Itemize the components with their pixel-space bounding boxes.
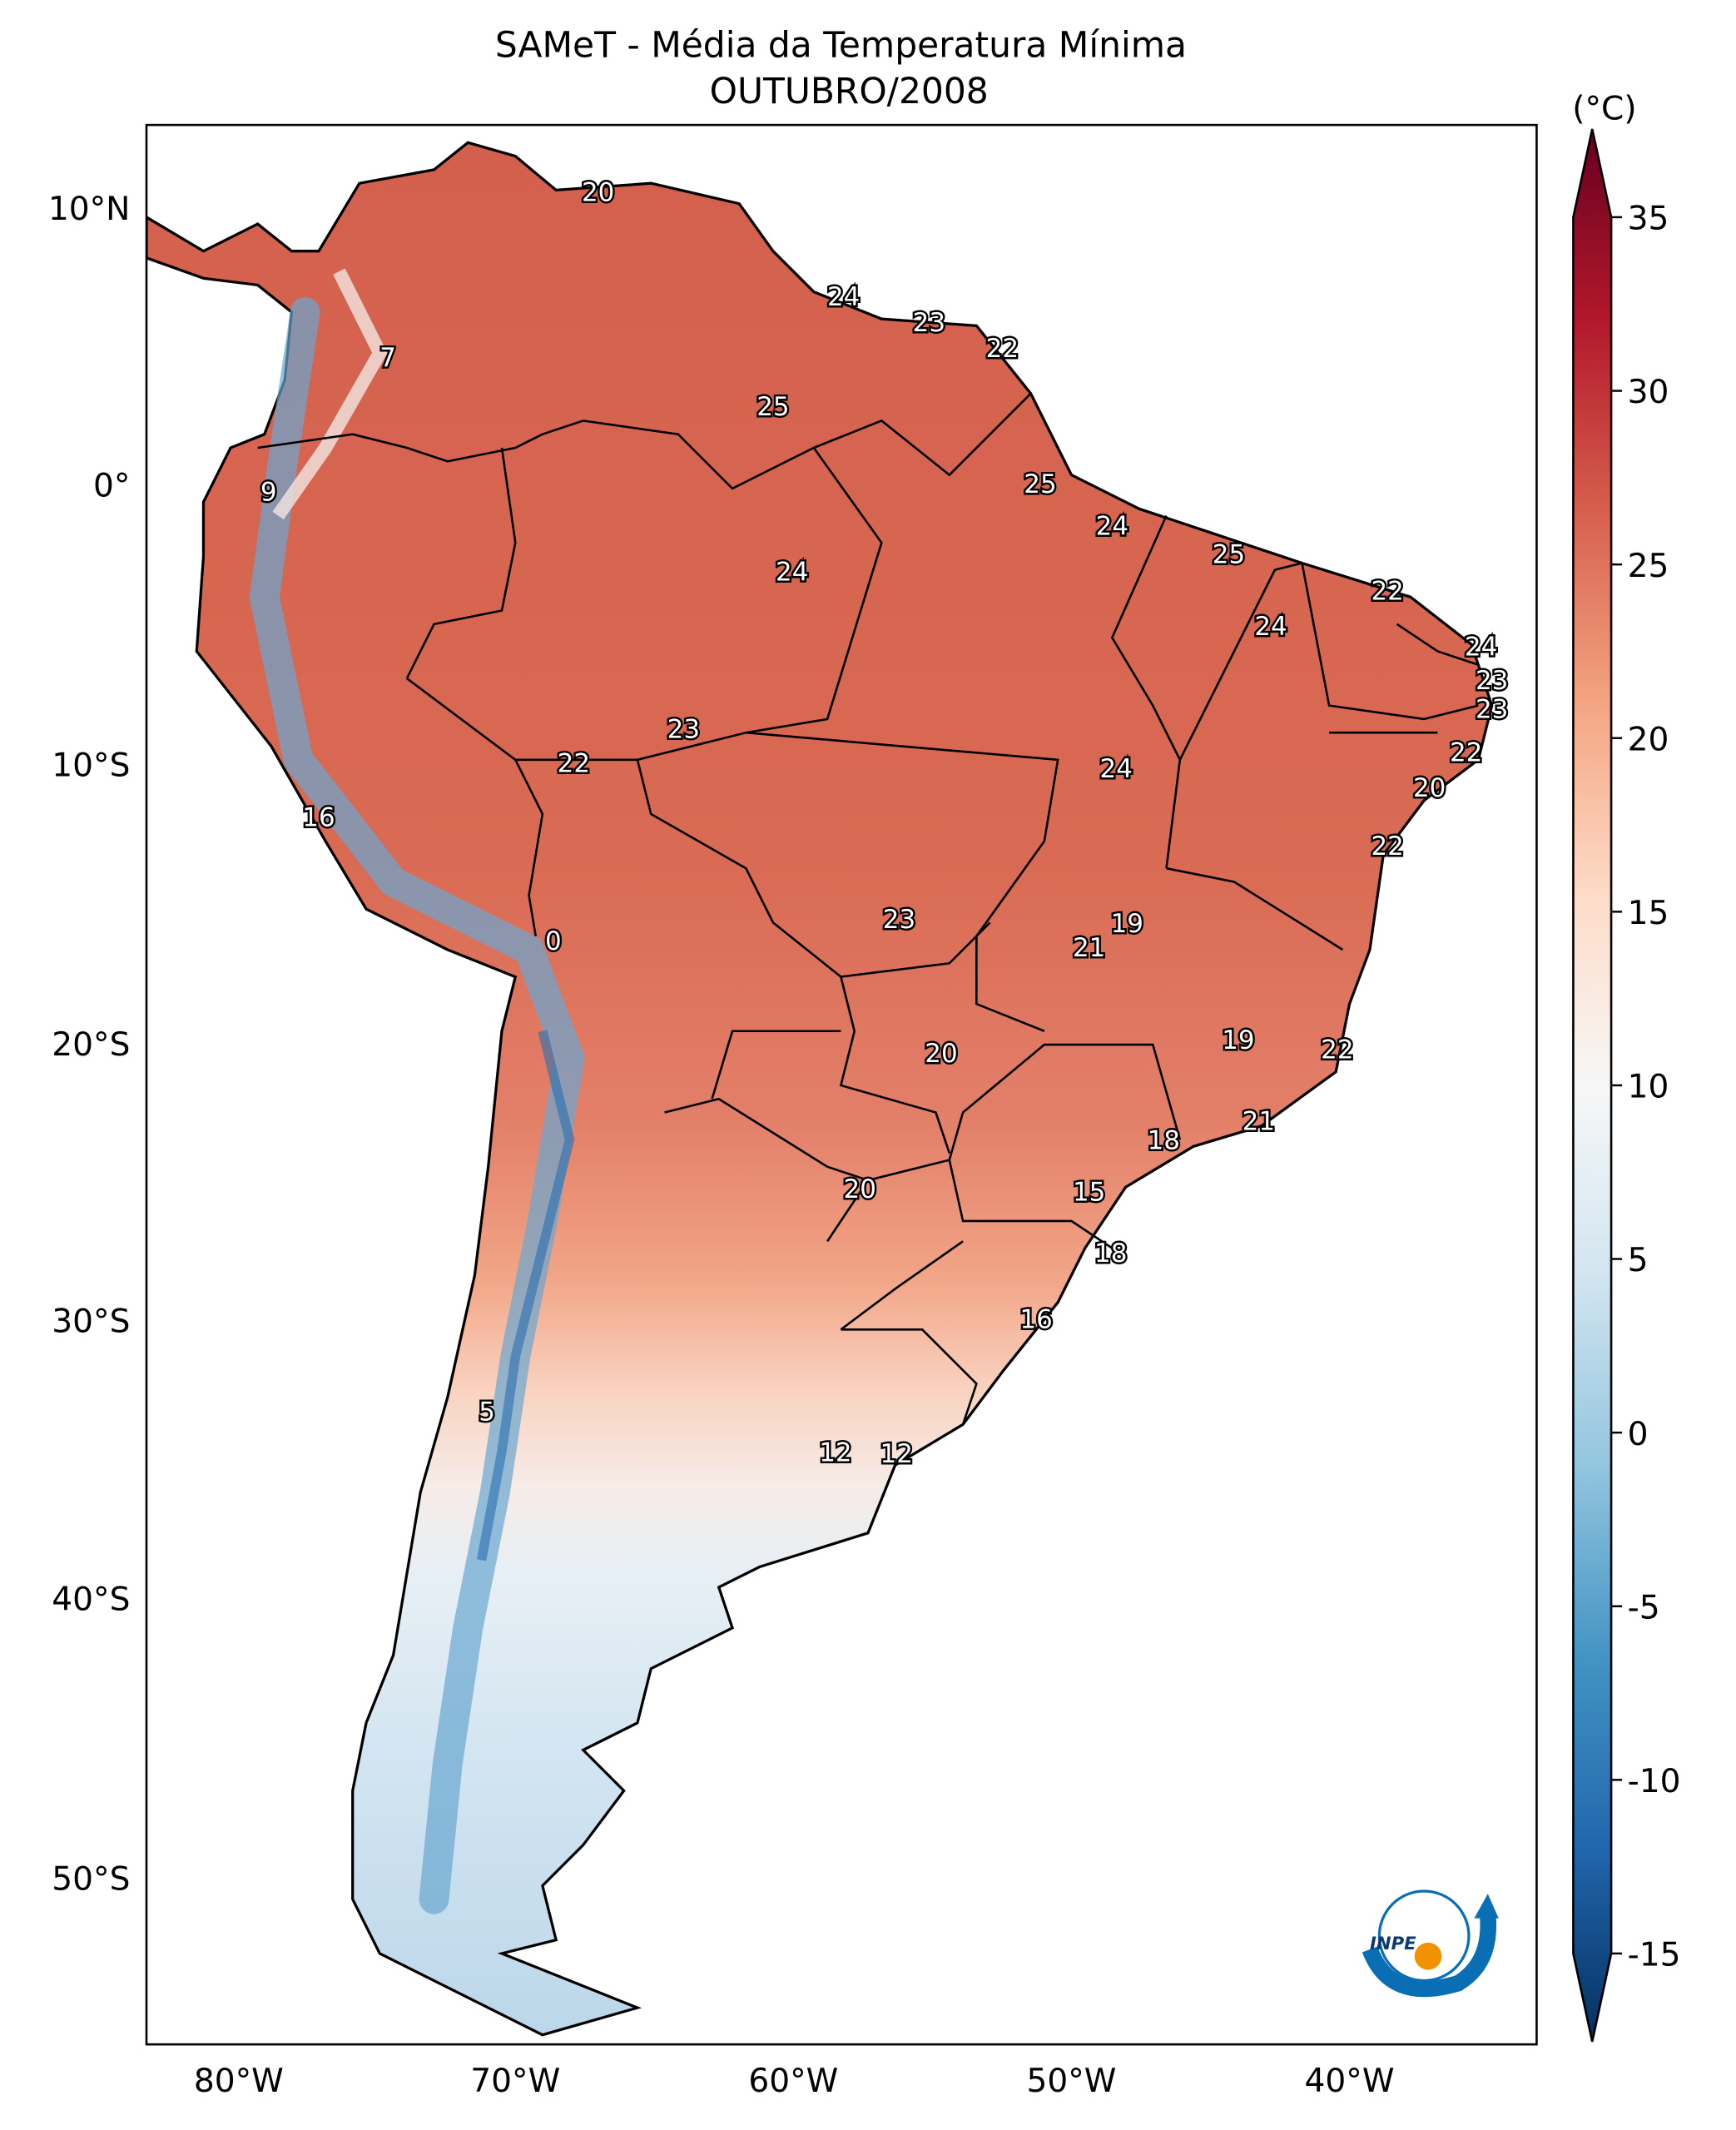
contour-label: 25 xyxy=(1213,540,1245,570)
andes-cold-band xyxy=(249,297,585,1914)
map-title: SAMeT - Média da Temperatura Mínima xyxy=(495,25,1187,66)
contour-label: 16 xyxy=(1019,1305,1052,1335)
contour-label: 23 xyxy=(1476,666,1508,696)
contour-label: 18 xyxy=(1148,1126,1180,1156)
longitude-label: 50°W xyxy=(1026,2063,1116,2100)
contour-label: 24 xyxy=(1465,632,1497,662)
contour-label: 25 xyxy=(756,392,789,422)
northern-andes-cool xyxy=(272,268,388,520)
contour-label: 16 xyxy=(302,803,335,833)
contour-label: 9 xyxy=(260,478,277,508)
latitude-label: 10°N xyxy=(48,191,131,228)
contour-label: 19 xyxy=(1111,909,1143,939)
contour-label: 22 xyxy=(1321,1035,1353,1065)
contour-label: 0 xyxy=(545,926,562,956)
contour-label: 23 xyxy=(1476,694,1508,724)
contour-label: 20 xyxy=(844,1174,876,1204)
contour-label: 15 xyxy=(1073,1177,1105,1207)
longitude-label: 70°W xyxy=(470,2063,560,2100)
contour-label: 25 xyxy=(1024,469,1056,499)
colorbar-tick-label: -10 xyxy=(1628,1763,1681,1800)
longitude-label: 80°W xyxy=(194,2063,284,2100)
colorbar-gradient xyxy=(1572,128,1613,2043)
contour-label: 22 xyxy=(558,748,590,778)
inpe-logo: INPE xyxy=(1362,1889,1499,1998)
colorbar-tick-label: -15 xyxy=(1628,1937,1681,1974)
latitude-label: 40°S xyxy=(52,1581,130,1619)
latitude-label: 20°S xyxy=(52,1026,130,1064)
colorbar-tick-label: 25 xyxy=(1628,548,1669,585)
colorbar-tick-label: 0 xyxy=(1628,1416,1649,1453)
latitude-labels: 10°N 0° 10°S 20°S 30°S 40°S 50°S xyxy=(48,191,131,1898)
contour-label: 5 xyxy=(479,1397,495,1427)
contour-label: 22 xyxy=(986,334,1019,364)
contour-label: 20 xyxy=(925,1039,957,1069)
map-subtitle: OUTUBRO/2008 xyxy=(710,71,989,112)
contour-label: 22 xyxy=(1450,737,1482,767)
longitude-label: 40°W xyxy=(1305,2063,1395,2100)
colorbar-tick-label: 5 xyxy=(1628,1242,1649,1279)
colorbar-tick-label: 20 xyxy=(1628,721,1669,758)
latitude-label: 30°S xyxy=(52,1303,130,1341)
longitude-labels: 80°W 70°W 60°W 50°W 40°W xyxy=(194,2063,1395,2100)
latitude-label: 10°S xyxy=(52,747,130,784)
latitude-label: 0° xyxy=(93,468,130,505)
contour-label: 23 xyxy=(913,308,945,338)
contour-label: 20 xyxy=(1413,773,1446,803)
contour-label: 19 xyxy=(1222,1025,1254,1055)
colorbar-tick-label: -5 xyxy=(1628,1589,1660,1626)
contour-label: 12 xyxy=(819,1437,851,1467)
country-borders xyxy=(257,392,1479,1425)
contour-label: 7 xyxy=(379,343,396,373)
contour-label: 23 xyxy=(667,715,700,745)
andes-core xyxy=(476,1030,575,1562)
colorbar-tick-label: 35 xyxy=(1628,201,1669,238)
contour-label: 12 xyxy=(880,1439,913,1469)
colorbar-tick-label: 30 xyxy=(1628,374,1669,411)
contour-label: 23 xyxy=(883,905,915,935)
contour-label: 24 xyxy=(1254,612,1287,642)
contour-label: 21 xyxy=(1073,933,1105,963)
inpe-logo-text: INPE xyxy=(1370,1933,1416,1954)
colorbar-tick-label: 10 xyxy=(1628,1069,1669,1106)
colorbar: (°C) 35 30 25 20 15 10 5 0 -5 -10 -15 xyxy=(1572,91,1681,2043)
longitude-label: 60°W xyxy=(748,2063,838,2100)
contour-label: 22 xyxy=(1371,832,1403,861)
contour-label: 24 xyxy=(827,282,860,312)
colorbar-tick-label: 15 xyxy=(1628,895,1669,932)
contour-label: 24 xyxy=(1096,511,1128,541)
contour-label: 24 xyxy=(776,558,808,588)
latitude-label: 50°S xyxy=(52,1860,130,1898)
contour-label: 22 xyxy=(1371,577,1403,607)
map-frame xyxy=(145,123,1538,2046)
colorbar-unit: (°C) xyxy=(1572,91,1636,128)
contour-label: 21 xyxy=(1242,1107,1275,1137)
contour-label: 18 xyxy=(1094,1239,1127,1269)
contour-label: 20 xyxy=(582,177,614,207)
contour-label: 24 xyxy=(1100,754,1133,784)
south-america-land xyxy=(146,141,1494,2037)
